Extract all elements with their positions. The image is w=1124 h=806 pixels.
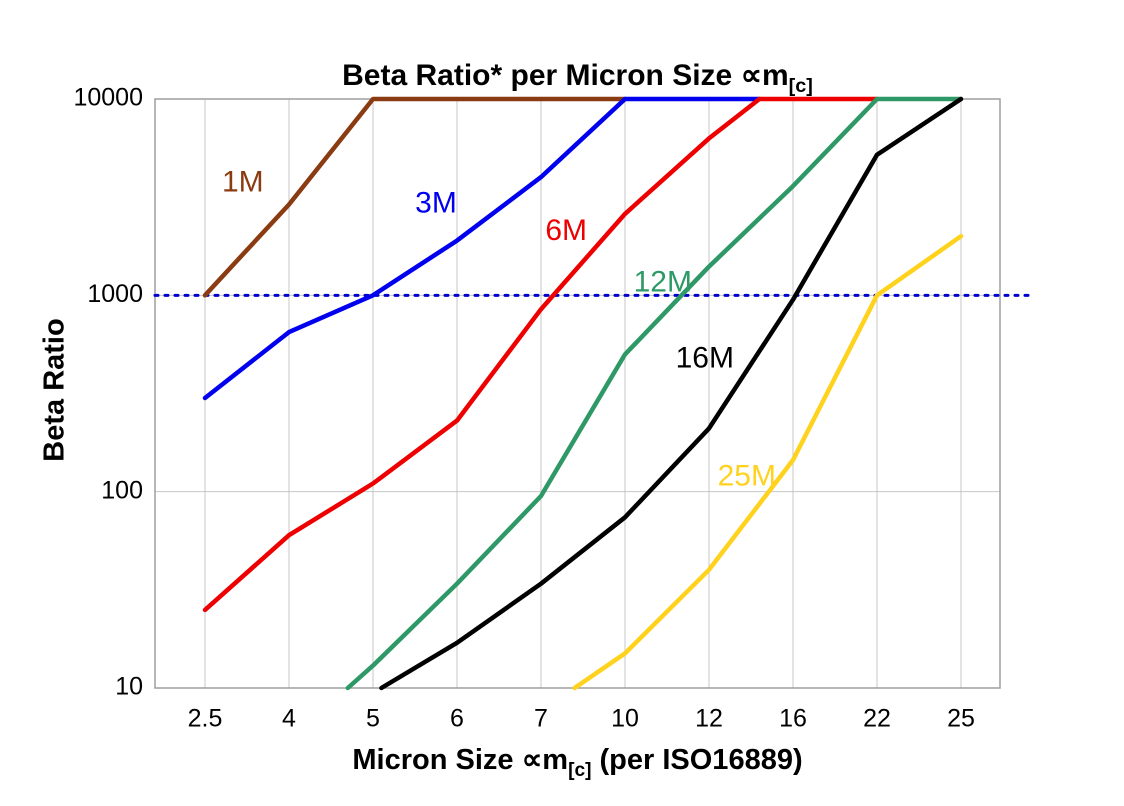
series-label-3M: 3M: [415, 186, 457, 219]
series-label-25M: 25M: [718, 459, 776, 492]
series-line-25M: [572, 233, 964, 691]
y-tick-label-10000: 10000: [73, 84, 143, 112]
x-axis-label-subscript: [c]: [568, 759, 592, 781]
series-label-6M: 6M: [545, 214, 587, 247]
series-line-3M: [202, 96, 762, 401]
series-label-16M: 16M: [676, 342, 734, 375]
x-tick-label-7: 7: [534, 705, 548, 733]
series-line-6M: [202, 96, 880, 613]
plot-border: [154, 98, 1001, 689]
x-tick-label-16: 16: [779, 705, 807, 733]
x-axis-label: Micron Size ∝m[c] (per ISO16889): [155, 742, 1000, 782]
series-line-1M: [202, 96, 628, 298]
x-tick-label-2.5: 2.5: [188, 705, 223, 733]
x-axis-label-suffix: (per ISO16889): [591, 744, 803, 776]
y-tick-label-100: 100: [101, 476, 143, 504]
y-tick-label-1000: 1000: [87, 280, 143, 308]
x-axis-label-text: Micron Size ∝m: [352, 744, 569, 776]
x-tick-label-12: 12: [695, 705, 723, 733]
series-label-12M: 12M: [634, 265, 692, 298]
x-tick-label-10: 10: [611, 705, 639, 733]
series-line-12M: [345, 96, 964, 691]
series-line-16M: [379, 96, 964, 691]
chart-title: Beta Ratio* per Micron Size ∝m[c]: [155, 58, 1000, 98]
x-tick-label-6: 6: [450, 705, 464, 733]
chart-title-subscript: [c]: [788, 75, 813, 97]
chart-title-text: Beta Ratio* per Micron Size ∝m: [342, 59, 789, 92]
series-label-1M: 1M: [222, 166, 264, 199]
x-tick-label-25: 25: [947, 705, 975, 733]
y-tick-label-10: 10: [115, 673, 143, 701]
x-tick-label-4: 4: [282, 705, 296, 733]
x-tick-label-5: 5: [366, 705, 380, 733]
x-tick-label-22: 22: [863, 705, 891, 733]
